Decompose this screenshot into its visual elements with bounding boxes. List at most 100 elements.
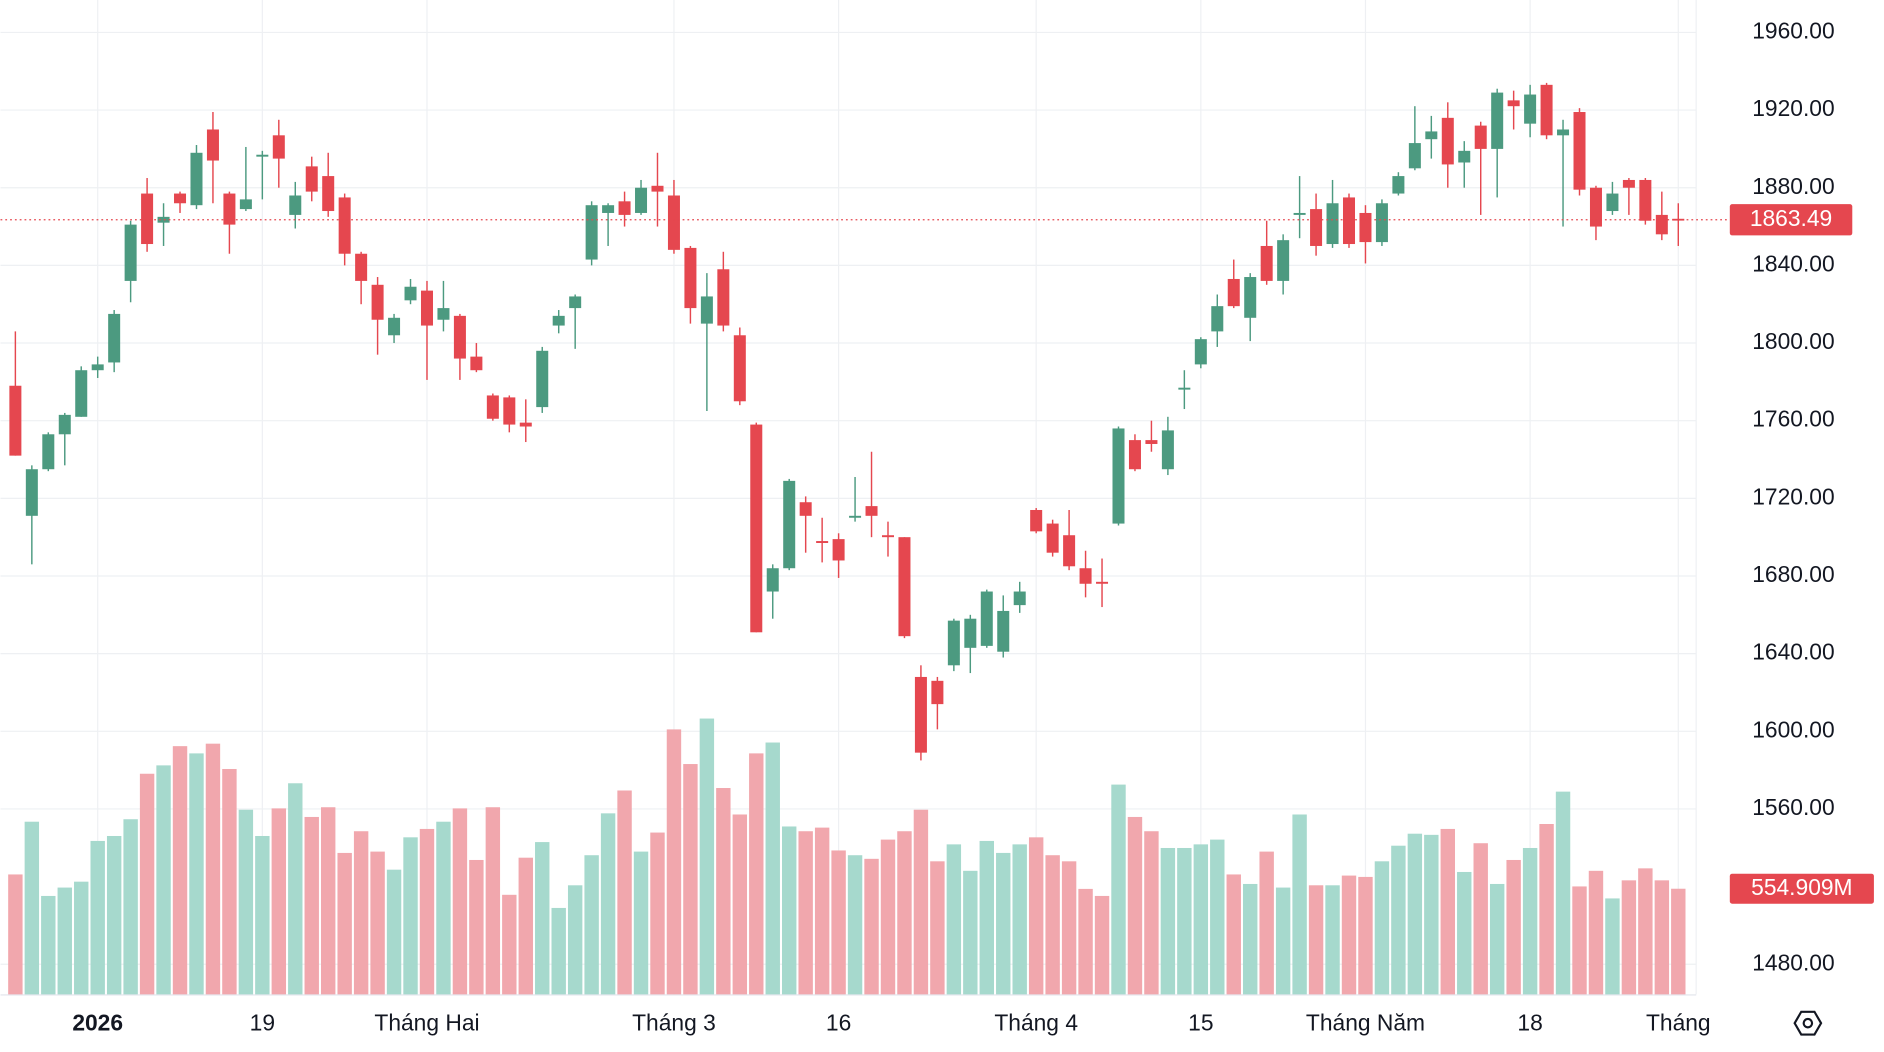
volume-bar [337, 852, 352, 995]
candle-body [1244, 277, 1257, 318]
candle-body [1194, 339, 1207, 365]
candle-body [25, 469, 38, 516]
y-tick-label: 1680.00 [1752, 561, 1834, 587]
x-tick-label: 2026 [72, 1009, 123, 1035]
volume-bar [1275, 887, 1291, 995]
x-tick-label: 18 [1517, 1009, 1542, 1035]
volume-bar [1588, 870, 1604, 995]
volume-bar [1243, 883, 1258, 995]
x-tick-label: Tháng Hai [374, 1009, 479, 1035]
candle-body [42, 434, 55, 470]
volume-bar [436, 821, 451, 995]
volume-bar [699, 718, 715, 995]
volume-bar [979, 840, 994, 995]
volume-bar [1654, 880, 1670, 995]
candle-body [1392, 176, 1405, 194]
y-tick-label: 1840.00 [1752, 250, 1834, 276]
candle-body [700, 296, 713, 324]
volume-bar [798, 831, 813, 995]
candle-body [1408, 143, 1421, 169]
volume-bar [1226, 874, 1241, 995]
candle-body [1655, 214, 1668, 235]
candle-body [91, 364, 104, 371]
volume-bar [156, 765, 171, 995]
x-tick-label: Tháng [1646, 1009, 1711, 1035]
volume-bar [41, 895, 56, 995]
settings-hexagon[interactable] [1793, 1010, 1823, 1036]
candle-body [322, 176, 335, 212]
candle-body [1622, 179, 1635, 188]
volume-bar [864, 858, 879, 995]
candle-body [799, 502, 812, 516]
candle-body [750, 424, 763, 633]
settings-dot[interactable] [1802, 1017, 1814, 1029]
candle-body [519, 422, 532, 427]
candle-body [1557, 129, 1570, 136]
volume-bar [1407, 833, 1423, 995]
candle-body [1161, 430, 1174, 470]
x-tick-label: Tháng 3 [632, 1009, 716, 1035]
candle-body [1375, 203, 1388, 243]
volume-bar [370, 851, 385, 995]
volume-bar [617, 790, 632, 995]
x-tick-label: Tháng Năm [1306, 1009, 1425, 1035]
candle-body [256, 154, 269, 157]
candle-body [470, 356, 483, 371]
candle-body [1128, 440, 1141, 470]
volume-bar [1522, 847, 1538, 995]
volume-bar [255, 835, 270, 995]
volume-bar [1028, 837, 1044, 995]
volume-bar [1539, 823, 1554, 995]
volume-bar [1308, 885, 1324, 995]
volume-bar [732, 814, 748, 995]
candle-body [816, 541, 829, 543]
volume-bar [996, 852, 1011, 995]
candle-body [914, 676, 927, 753]
volume-bar [930, 861, 945, 995]
volume-bar [238, 809, 254, 995]
volume-bar [403, 837, 418, 995]
candle-body [552, 315, 565, 326]
volume-bar [74, 881, 89, 995]
candle-body [1079, 568, 1092, 584]
candle-body [1030, 509, 1043, 532]
volume-bar [90, 840, 105, 995]
volume-bar [1061, 861, 1077, 995]
volume-bar [1341, 875, 1357, 995]
candle-body [1359, 212, 1372, 243]
volume-bar [584, 855, 599, 995]
volume-bar [782, 826, 797, 995]
volume-bar [946, 844, 962, 995]
volume-bar [386, 869, 402, 995]
volume-bar [1094, 895, 1110, 995]
candle-body [931, 680, 944, 705]
volume-bar [1045, 855, 1060, 995]
volume-bar [666, 729, 682, 995]
volume-bar [1210, 839, 1225, 995]
volume-bar [633, 851, 649, 995]
volume-bar [1638, 868, 1653, 995]
candle-body [980, 591, 993, 646]
volume-bar [205, 743, 221, 995]
candle-body [1441, 117, 1454, 165]
candle-body [1524, 94, 1537, 124]
candle-body [9, 385, 22, 456]
candle-body [898, 537, 911, 637]
volume-bar [419, 828, 435, 995]
volume-bar [1391, 845, 1406, 995]
y-tick-label: 1880.00 [1752, 173, 1834, 199]
candle-body [1639, 179, 1652, 221]
candle-body [1096, 581, 1109, 584]
volume-bar [485, 807, 501, 995]
volume-bar [57, 887, 72, 995]
settings-icon[interactable] [1793, 1010, 1823, 1036]
candle-body [58, 414, 71, 435]
volume-bar [452, 808, 468, 995]
candle-body [651, 185, 664, 192]
volume-bar [1572, 886, 1587, 995]
candle-body [1540, 84, 1553, 136]
volume-bar [913, 809, 929, 995]
volume-bar [880, 839, 896, 995]
y-tick-label: 1600.00 [1752, 716, 1834, 742]
volume-bar [502, 894, 517, 995]
